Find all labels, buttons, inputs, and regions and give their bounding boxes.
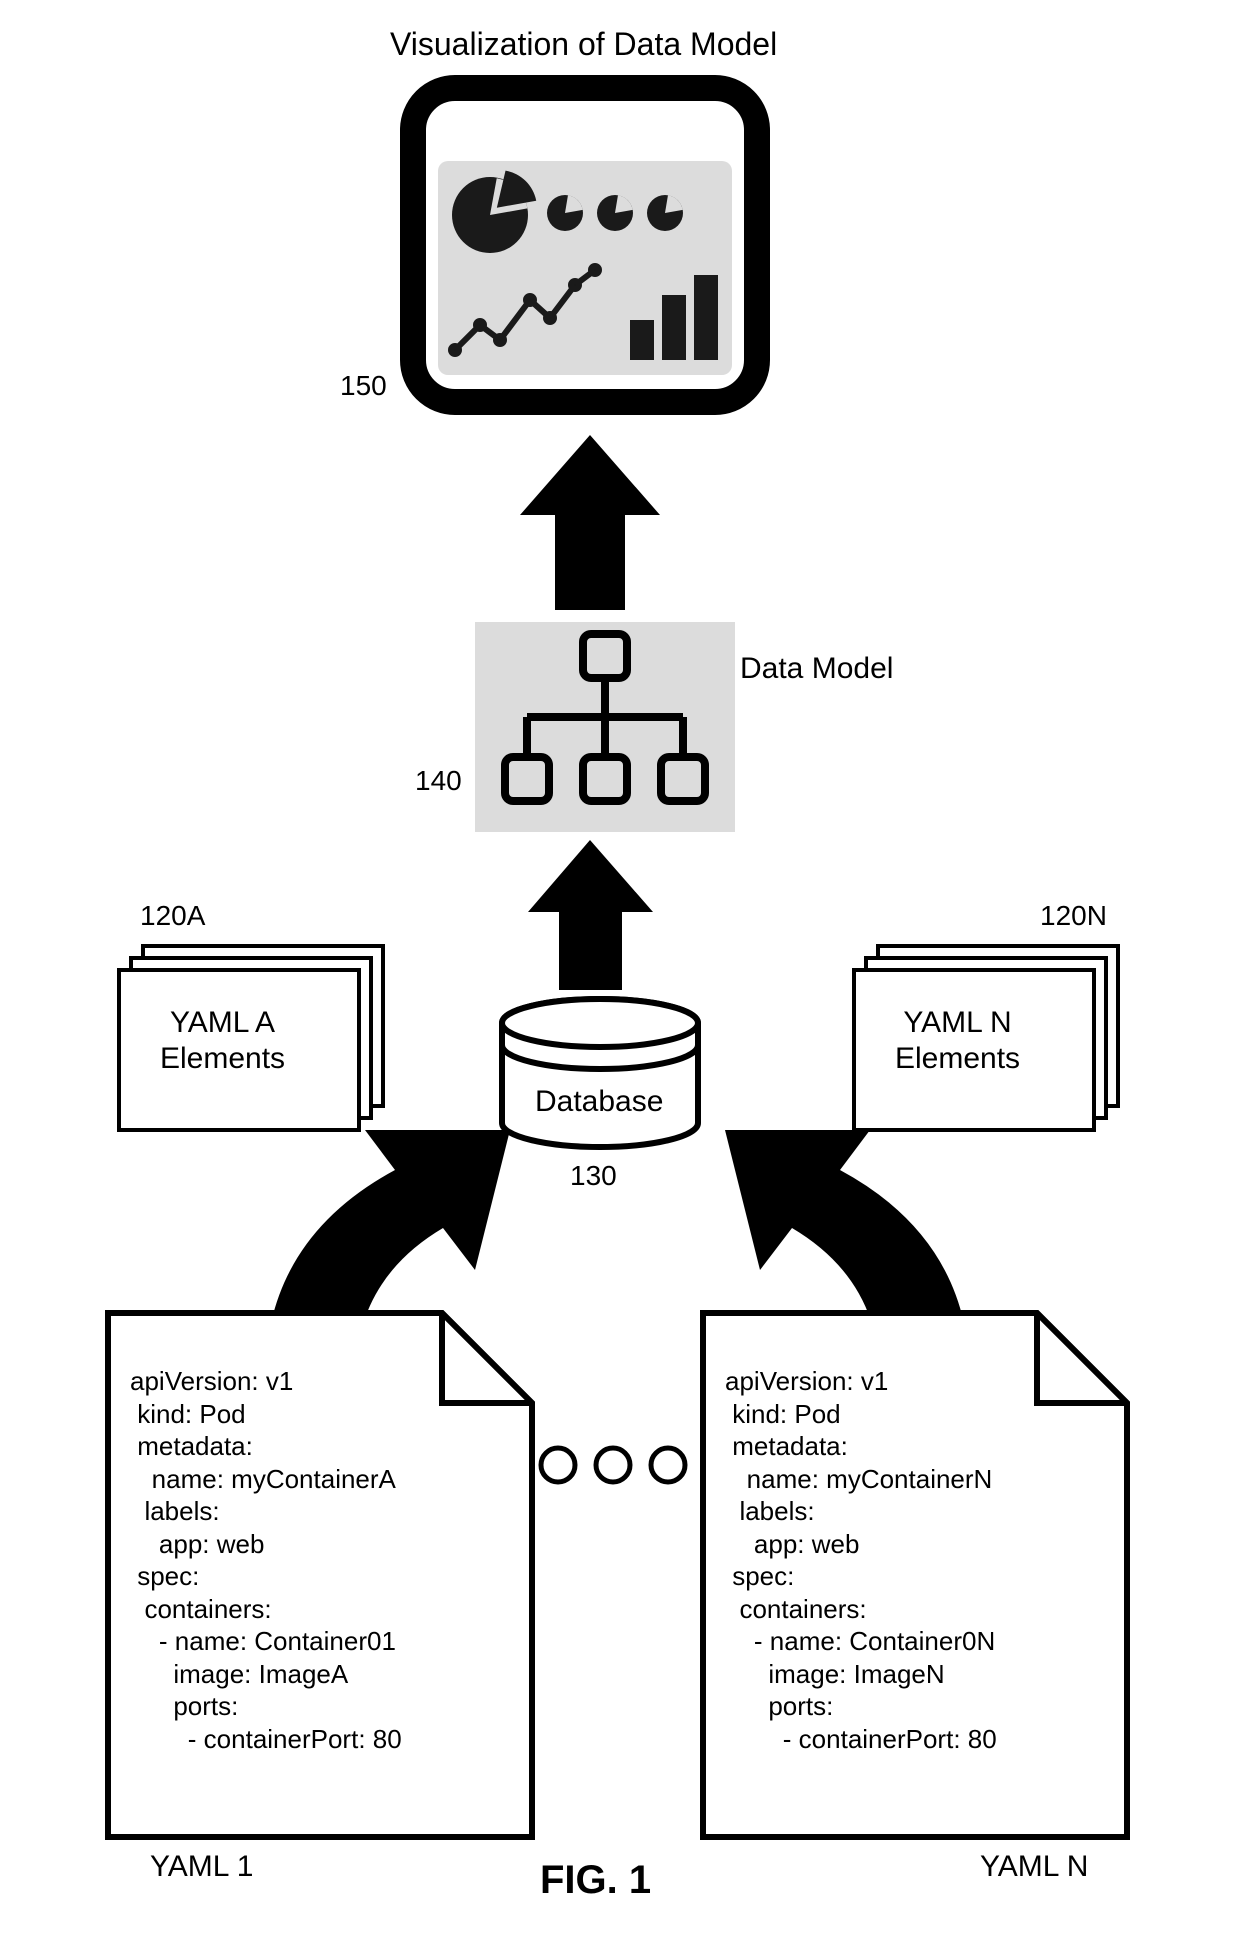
ref-120n: 120N [1040,900,1107,932]
arrow-up-icon [528,840,653,995]
label-data-model: Data Model [740,652,893,686]
arrow-up-icon [520,435,660,615]
yaml-a-content: apiVersion: v1 kind: Pod metadata: name:… [130,1365,402,1755]
title-visualization: Visualization of Data Model [390,26,777,63]
label-yaml-1: YAML 1 [150,1850,253,1884]
ref-120a: 120A [140,900,205,932]
label-yaml-n: YAML N [980,1850,1088,1884]
label-yaml-n-elements: YAML N Elements [895,1005,1020,1077]
figure-1-diagram: Visualization of Data Model [20,20,1220,1937]
yaml-n-content: apiVersion: v1 kind: Pod metadata: name:… [725,1365,997,1755]
dashboard-icon [400,75,770,415]
ref-150: 150 [340,370,387,402]
ref-140: 140 [415,765,462,797]
data-model-panel [475,622,735,832]
label-database: Database [535,1085,663,1119]
figure-caption: FIG. 1 [540,1858,651,1903]
label-yaml-a-elements: YAML A Elements [160,1005,285,1077]
ref-130: 130 [570,1160,617,1192]
ellipsis-icon [538,1445,698,1490]
database-icon [495,995,705,1160]
